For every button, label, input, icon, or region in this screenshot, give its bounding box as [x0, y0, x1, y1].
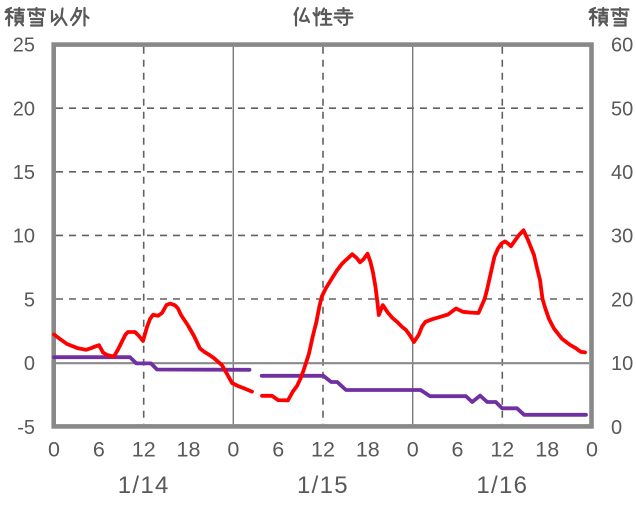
svg-text:50: 50	[611, 99, 633, 121]
svg-text:5: 5	[24, 289, 35, 311]
svg-text:12: 12	[490, 438, 514, 462]
svg-text:18: 18	[535, 438, 559, 462]
svg-text:0: 0	[407, 438, 419, 462]
svg-text:12: 12	[311, 438, 335, 462]
svg-text:30: 30	[611, 226, 633, 248]
svg-text:6: 6	[93, 438, 105, 462]
svg-text:18: 18	[177, 438, 201, 462]
svg-text:0: 0	[611, 417, 622, 439]
svg-text:1/15: 1/15	[297, 472, 349, 499]
svg-text:10: 10	[13, 226, 35, 248]
svg-text:25: 25	[13, 34, 35, 56]
svg-text:1/14: 1/14	[118, 472, 170, 499]
svg-text:20: 20	[611, 289, 633, 311]
svg-text:6: 6	[272, 438, 284, 462]
svg-text:18: 18	[356, 438, 380, 462]
svg-text:20: 20	[13, 99, 35, 121]
svg-text:0: 0	[24, 353, 35, 375]
svg-text:60: 60	[611, 34, 633, 56]
svg-text:0: 0	[227, 438, 239, 462]
svg-text:40: 40	[611, 162, 633, 184]
svg-text:15: 15	[13, 162, 35, 184]
svg-text:1/16: 1/16	[476, 472, 528, 499]
svg-text:0: 0	[586, 438, 598, 462]
svg-text:12: 12	[132, 438, 156, 462]
svg-text:10: 10	[611, 353, 633, 375]
svg-text:0: 0	[48, 438, 60, 462]
svg-text:-5: -5	[17, 417, 35, 439]
svg-text:6: 6	[452, 438, 464, 462]
